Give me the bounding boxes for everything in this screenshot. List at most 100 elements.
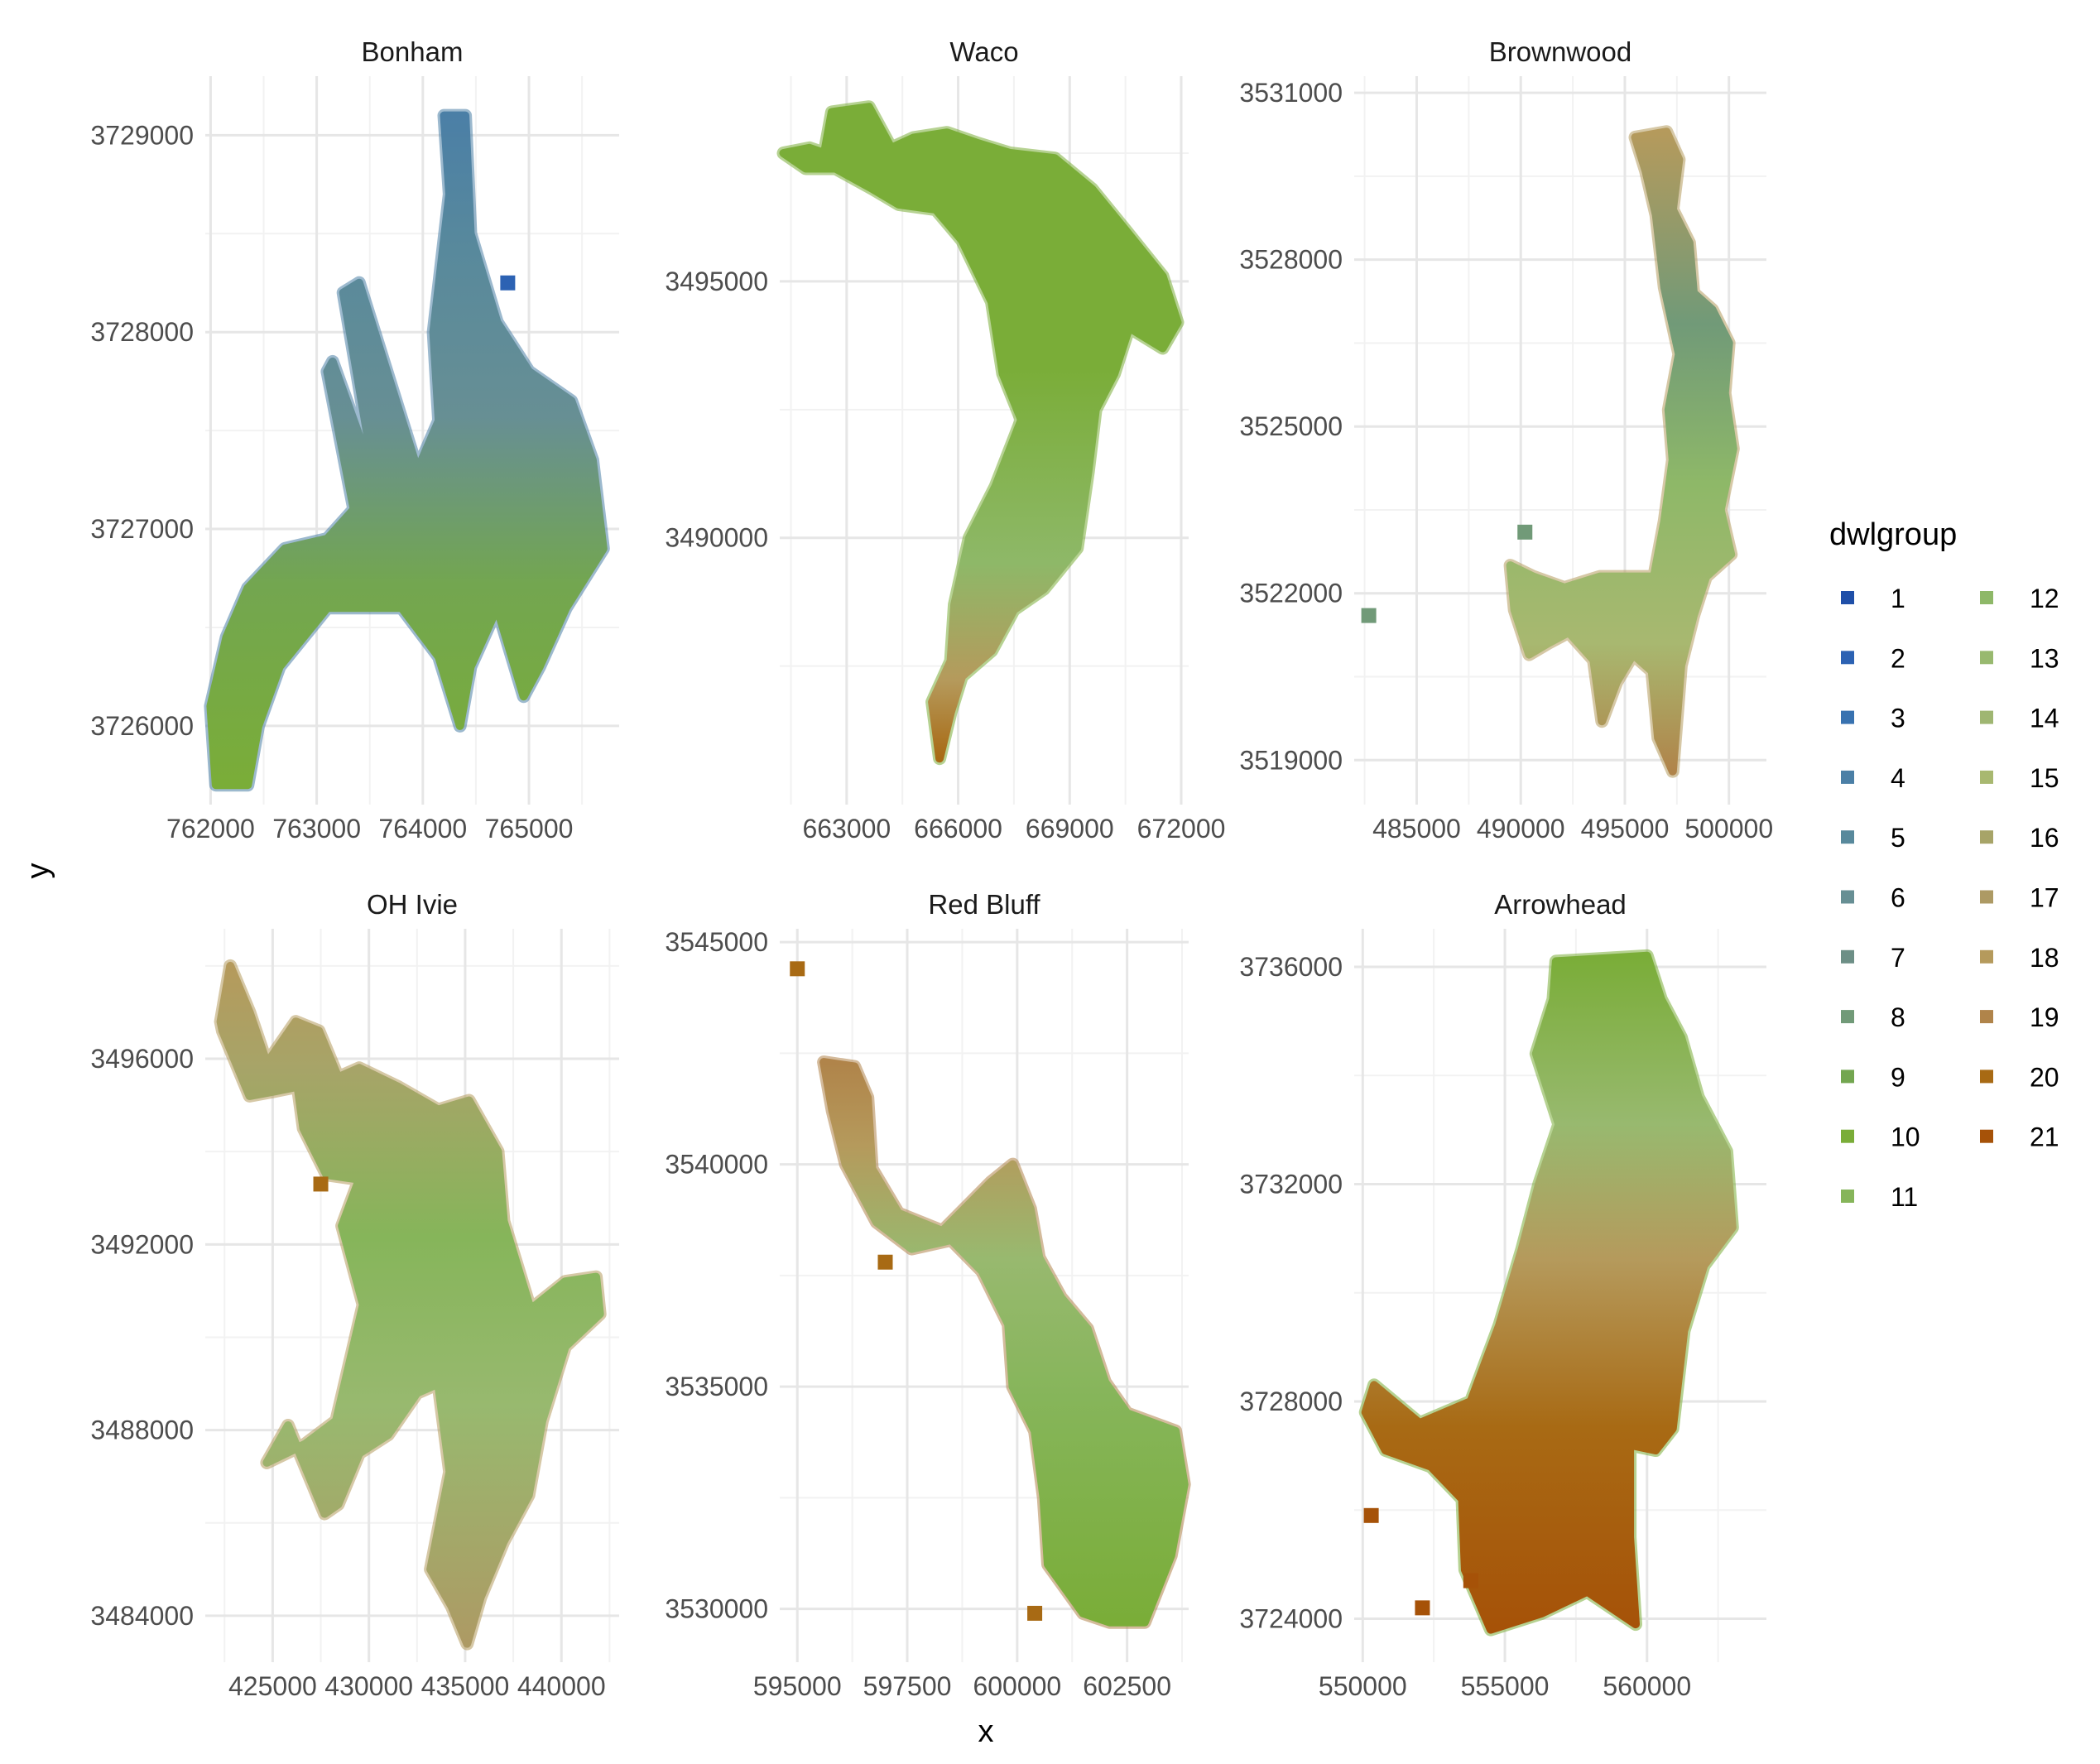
x-tick-label: 669000: [1026, 814, 1114, 844]
y-tick-label: 3726000: [90, 711, 194, 741]
y-tick-label: 3728000: [1239, 1387, 1343, 1416]
x-tick-label: 595000: [753, 1671, 842, 1701]
y-tick-label: 3522000: [1239, 579, 1343, 608]
y-axis-title: y: [21, 863, 55, 879]
legend-label: 14: [2030, 704, 2059, 733]
y-tick-label: 3525000: [1239, 411, 1343, 441]
reservoir-points-oh-ivie: [221, 966, 600, 1644]
legend-item: 5: [1841, 823, 1905, 853]
x-tick-label: 500000: [1684, 814, 1773, 844]
x-tick-label: 490000: [1477, 814, 1565, 844]
legend-key: [1980, 651, 1993, 664]
legend-label: 21: [2030, 1122, 2059, 1152]
legend-item: 2: [1841, 643, 1905, 673]
y-tick-label: 3729000: [90, 120, 194, 150]
legend-item: 4: [1841, 763, 1905, 793]
x-tick-label: 495000: [1581, 814, 1670, 844]
legend-key: [1841, 830, 1854, 844]
legend-key: [1841, 711, 1854, 724]
x-tick-label: 666000: [914, 814, 1002, 844]
x-tick-label: 602500: [1083, 1671, 1171, 1701]
legend-key: [1980, 830, 1993, 844]
legend-label: 18: [2030, 943, 2059, 973]
legend-key: [1841, 950, 1854, 964]
panel-arrowhead: Arrowhead 550000 555000 560000 3724000 372800…: [1239, 889, 1766, 1701]
x-tick-label: 764000: [378, 814, 467, 844]
panel-title-arrowhead: Arrowhead: [1494, 889, 1627, 920]
legend-key: [1980, 950, 1993, 964]
y-tick-label: 3519000: [1239, 745, 1343, 775]
x-tick-label: 762000: [166, 814, 255, 844]
data-point: [790, 961, 805, 976]
y-tick-label: 3495000: [665, 267, 768, 296]
y-tick-label: 3492000: [90, 1229, 194, 1259]
y-tick-label: 3736000: [1239, 952, 1343, 982]
legend-item: 17: [1980, 883, 2059, 913]
x-tick-label: 672000: [1137, 814, 1226, 844]
legend-title: dwlgroup: [1829, 517, 1957, 552]
panel-waco: Waco 663000 666000 669000 672000 3490000 34950…: [665, 36, 1225, 844]
legend-label: 16: [2030, 823, 2059, 853]
data-point: [1027, 1606, 1042, 1621]
legend-label: 1: [1891, 584, 1905, 613]
data-point: [314, 1176, 329, 1191]
legend-label: 6: [1891, 883, 1905, 913]
legend-label: 19: [2030, 1002, 2059, 1032]
x-tick-label: 435000: [421, 1671, 510, 1701]
legend-item: 7: [1841, 943, 1905, 973]
panel-red-bluff: Red Bluff 595000 597500 600000 602500 3530000…: [665, 889, 1189, 1701]
y-tick-label: 3540000: [665, 1150, 768, 1180]
legend-label: 17: [2030, 883, 2059, 913]
legend-item: 9: [1841, 1062, 1905, 1092]
panel-bonham: Bonham 762000 763000 764000 765000 3726000 372…: [90, 36, 619, 844]
x-tick-label: 440000: [517, 1671, 606, 1701]
legend-item: 11: [1841, 1182, 1918, 1212]
legend-item: 13: [1980, 643, 2059, 673]
legend-item: 10: [1841, 1122, 1920, 1152]
y-tick-label: 3545000: [665, 927, 768, 957]
legend-item: 8: [1841, 1002, 1905, 1032]
data-point: [1517, 525, 1532, 540]
legend-key: [1980, 771, 1993, 784]
legend-label: 7: [1891, 943, 1905, 973]
legend-item: 18: [1980, 943, 2059, 973]
panel-title-waco: Waco: [949, 36, 1018, 67]
x-tick-label: 600000: [973, 1671, 1061, 1701]
y-tick-label: 3727000: [90, 514, 194, 544]
y-tick-label: 3484000: [90, 1601, 194, 1631]
legend-label: 9: [1891, 1062, 1905, 1092]
legend-key: [1841, 1130, 1854, 1143]
legend-items: 123456789101112131415161718192021: [1841, 584, 2059, 1212]
legend-item: 1: [1841, 584, 1905, 613]
data-point: [1463, 1574, 1478, 1589]
y-tick-label: 3496000: [90, 1044, 194, 1074]
panel-title-brownwood: Brownwood: [1489, 36, 1631, 67]
legend-item: 12: [1980, 584, 2059, 613]
legend-key: [1841, 891, 1854, 904]
legend-item: 16: [1980, 823, 2059, 853]
x-tick-label: 550000: [1319, 1671, 1407, 1701]
panel-oh-ivie: OH Ivie 425000 430000 435000 440000 3484000 34…: [90, 889, 619, 1701]
data-point: [1362, 608, 1377, 623]
x-tick-label: 765000: [485, 814, 574, 844]
y-tick-label: 3531000: [1239, 78, 1343, 108]
x-tick-label: 485000: [1372, 814, 1461, 844]
x-tick-label: 663000: [802, 814, 891, 844]
y-tick-label: 3535000: [665, 1372, 768, 1401]
legend-label: 13: [2030, 643, 2059, 673]
y-tick-label: 3728000: [90, 317, 194, 347]
data-point: [500, 276, 515, 291]
legend-label: 4: [1891, 763, 1905, 793]
facet-panels: Bonham 762000 763000 764000 765000 3726000 372…: [90, 36, 1773, 1701]
legend-label: 11: [1891, 1182, 1918, 1212]
data-point: [1364, 1508, 1379, 1523]
legend-label: 5: [1891, 823, 1905, 853]
x-tick-label: 763000: [272, 814, 361, 844]
legend-key: [1980, 591, 1993, 604]
legend-label: 10: [1891, 1122, 1920, 1152]
x-tick-label: 597500: [863, 1671, 952, 1701]
x-axis-title: x: [978, 1714, 994, 1749]
legend-item: 15: [1980, 763, 2059, 793]
y-tick-label: 3490000: [665, 523, 768, 553]
